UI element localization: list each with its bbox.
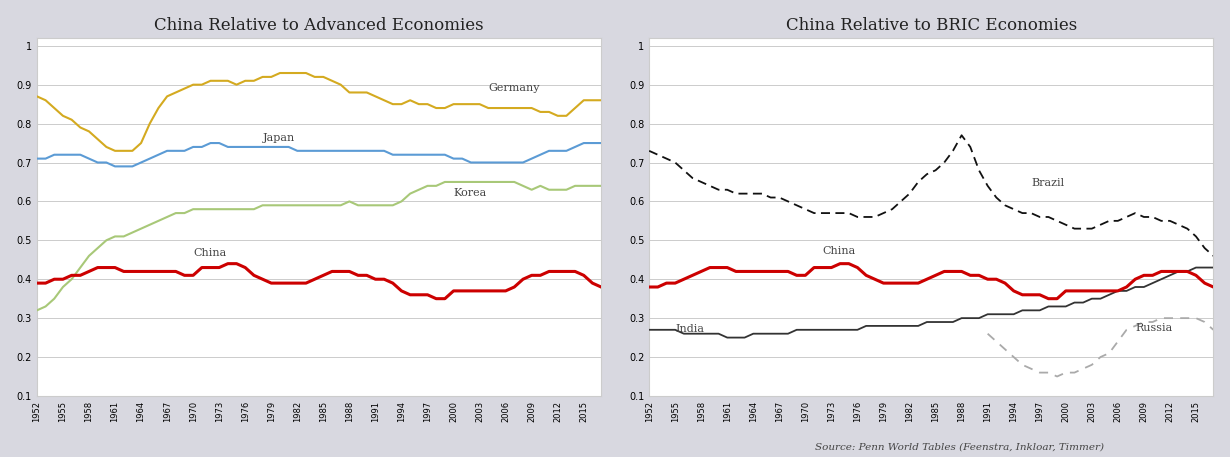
Text: Japan: Japan xyxy=(262,133,295,143)
Text: Korea: Korea xyxy=(454,187,487,197)
Text: China: China xyxy=(193,248,226,258)
Text: China: China xyxy=(823,246,856,256)
Title: China Relative to Advanced Economies: China Relative to Advanced Economies xyxy=(154,16,483,34)
Text: Russia: Russia xyxy=(1135,323,1172,333)
Text: Source: Penn World Tables (Feenstra, Inkloar, Timmer): Source: Penn World Tables (Feenstra, Ink… xyxy=(815,442,1103,452)
Text: India: India xyxy=(675,324,704,334)
Text: Brazil: Brazil xyxy=(1031,178,1064,188)
Text: Germany: Germany xyxy=(488,83,540,92)
Title: China Relative to BRIC Economies: China Relative to BRIC Economies xyxy=(786,16,1076,34)
